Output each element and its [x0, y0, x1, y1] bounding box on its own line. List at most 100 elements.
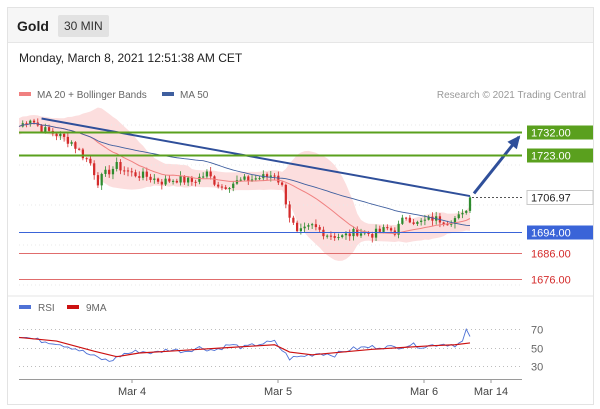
- rsi-tick-70: 70: [531, 325, 543, 337]
- candle-27: [119, 159, 122, 175]
- candle-body-6: [40, 125, 43, 133]
- candle-106: [416, 220, 419, 227]
- rsi-layer: 70 50 30: [18, 325, 543, 374]
- candle-66: [265, 172, 269, 181]
- candle-24: [108, 165, 111, 178]
- candle-41: [171, 179, 175, 185]
- candle-body-43: [179, 176, 182, 183]
- candle-body-51: [209, 171, 212, 177]
- resistance-label-bg: [527, 148, 593, 163]
- candle-76: [303, 222, 306, 233]
- candle-103: [404, 216, 408, 221]
- candle-56: [228, 186, 231, 193]
- x-tick-label-1: Mar 5: [264, 386, 292, 398]
- candle-body-28: [123, 170, 126, 172]
- candle-47: [194, 179, 197, 187]
- candle-14: [70, 140, 73, 147]
- candle-body-26: [115, 161, 118, 169]
- candle-body-119: [465, 210, 468, 213]
- candle-body-14: [70, 142, 73, 144]
- ma20-legend-swatch: [19, 92, 31, 96]
- candle-107: [420, 218, 423, 226]
- timeframe-badge[interactable]: 30 MIN: [58, 15, 109, 37]
- research-credit: Research © 2021 Trading Central: [437, 90, 586, 101]
- pivot-label-bg: [527, 225, 593, 240]
- candle-88: [348, 229, 351, 241]
- ma9-line: [18, 336, 471, 358]
- candle-body-47: [194, 181, 197, 183]
- candle-117: [457, 211, 460, 220]
- candle-60: [243, 174, 246, 181]
- last-price-label: 1706.97: [531, 193, 571, 205]
- candle-body-11: [59, 133, 62, 137]
- candle-body-10: [55, 133, 58, 137]
- support-label: 1676.00: [531, 275, 571, 287]
- candle-22: [100, 172, 103, 190]
- candle-73: [292, 215, 295, 226]
- candle-54: [220, 184, 224, 191]
- candle-body-2: [25, 123, 28, 125]
- candle-body-78: [311, 224, 314, 226]
- bollinger-band-area: [19, 107, 470, 261]
- candle-body-33: [141, 171, 145, 178]
- candle-31: [134, 169, 137, 178]
- candle-49: [202, 172, 205, 179]
- candle-98: [386, 224, 389, 231]
- candle-body-22: [100, 173, 103, 186]
- descending-trendline: [41, 117, 471, 198]
- candle-body-91: [359, 233, 363, 236]
- candle-body-96: [378, 228, 381, 232]
- candle-38: [160, 178, 163, 190]
- candle-body-21: [96, 175, 100, 186]
- resistance-label-bg: [527, 125, 593, 140]
- candle-51: [209, 166, 212, 180]
- candle-79: [314, 219, 318, 231]
- candle-15: [74, 141, 77, 154]
- candle-body-83: [329, 235, 333, 237]
- candle-body-27: [119, 161, 122, 171]
- candle-body-13: [66, 136, 69, 144]
- candle-body-87: [344, 233, 348, 236]
- candle-body-44: [183, 176, 186, 183]
- candle-body-69: [277, 175, 280, 183]
- level-last-price-2: 1706.97: [472, 190, 594, 205]
- candle-body-56: [228, 188, 231, 190]
- rsi-legend-label: RSI: [38, 303, 55, 314]
- candle-body-58: [235, 180, 239, 184]
- candle-55: [224, 185, 227, 190]
- ma50-legend-label: MA 50: [180, 90, 209, 101]
- x-tick-label-3: Mar 14: [474, 386, 508, 398]
- candle-body-20: [93, 163, 96, 176]
- candle-25: [111, 166, 115, 180]
- candle-body-107: [420, 220, 423, 222]
- candle-42: [175, 178, 178, 184]
- moving-averages-layer: [18, 117, 521, 235]
- candle-body-41: [171, 180, 175, 182]
- candle-body-103: [404, 217, 408, 219]
- candle-40: [168, 175, 171, 184]
- ma50-line: [18, 123, 471, 227]
- candle-86: [341, 234, 344, 239]
- candle-35: [149, 173, 152, 183]
- candle-body-48: [198, 176, 201, 182]
- candle-63: [254, 175, 257, 182]
- candle-43: [179, 171, 182, 186]
- candle-37: [156, 177, 160, 185]
- candle-body-68: [273, 175, 276, 177]
- candle-body-94: [371, 234, 374, 238]
- candle-body-79: [314, 224, 318, 228]
- candle-body-36: [153, 178, 156, 180]
- candle-body-102: [401, 217, 404, 224]
- ma9-legend-swatch: [67, 305, 79, 309]
- candle-body-104: [408, 217, 411, 223]
- candle-97: [382, 224, 385, 234]
- resistance-label: 1723.00: [531, 151, 571, 163]
- candle-110: [431, 212, 434, 226]
- candle-body-8: [47, 127, 51, 131]
- rsi-tick-30: 30: [531, 362, 543, 374]
- candle-58: [235, 175, 239, 185]
- candle-body-72: [288, 204, 291, 218]
- candle-body-77: [307, 225, 310, 227]
- ma20-line: [18, 122, 471, 235]
- candle-body-23: [104, 169, 107, 174]
